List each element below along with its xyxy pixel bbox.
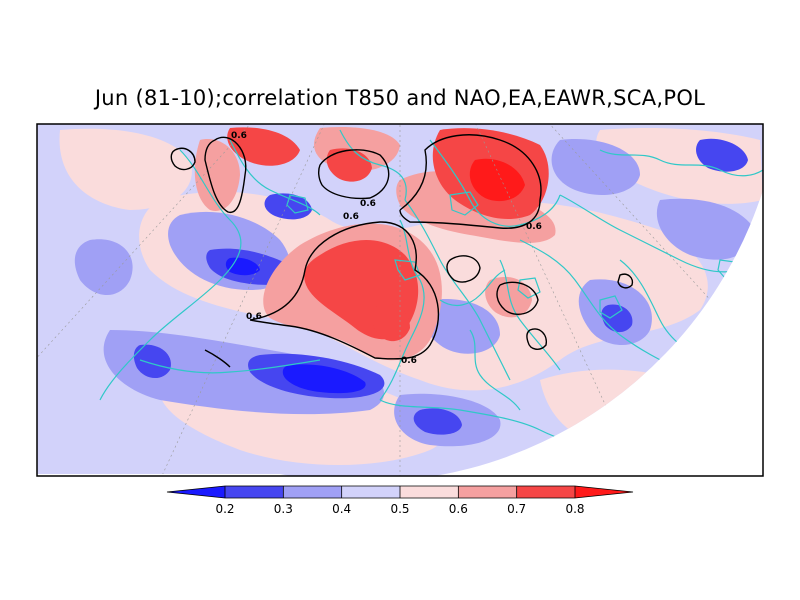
legend-swatch [225, 486, 284, 498]
field-medium-blue [696, 138, 748, 172]
legend-swatch [167, 486, 225, 498]
legend-swatch [400, 486, 459, 498]
legend-tick-label: 0.4 [332, 502, 351, 516]
legend-tick-label: 0.7 [507, 502, 526, 516]
contour-label: 0.6 [526, 222, 542, 232]
field-red [227, 127, 300, 166]
field-deep-blue [282, 364, 366, 394]
map-title: Jun (81-10);correlation T850 and NAO,EA,… [94, 86, 706, 110]
contour-labels: 0.6 0.6 0.6 0.6 0.6 0.6 [231, 131, 542, 366]
legend-swatch [283, 486, 342, 498]
map-frame [36, 123, 764, 477]
legend-tick-label: 0.6 [449, 502, 468, 516]
legend-swatch [575, 486, 633, 498]
field-light-blue [656, 198, 755, 260]
field-red [469, 158, 525, 202]
field-light-blue [551, 139, 640, 195]
legend-tick-label: 0.3 [274, 502, 293, 516]
field-medium-blue [133, 344, 171, 379]
legend-swatch [341, 486, 400, 498]
field-light-pink [59, 128, 192, 210]
legend-tick-label: 0.2 [215, 502, 234, 516]
contour-label: 0.6 [231, 131, 247, 141]
field-red [372, 303, 410, 342]
field-light-blue [74, 239, 133, 295]
contour-label: 0.6 [401, 356, 417, 366]
field-medium-blue [413, 408, 462, 435]
legend-tick-label: 0.5 [390, 502, 409, 516]
legend-swatch [516, 486, 575, 498]
field-medium-pink [194, 139, 240, 211]
legend-tick-label: 0.8 [565, 502, 584, 516]
legend-swatch [458, 486, 517, 498]
contours [170, 134, 634, 368]
field-medium-pink [485, 276, 532, 318]
contour-label: 0.6 [343, 212, 359, 222]
contour-label: 0.6 [360, 199, 376, 209]
field-light-blue [421, 299, 500, 354]
contour-label: 0.6 [246, 312, 262, 322]
